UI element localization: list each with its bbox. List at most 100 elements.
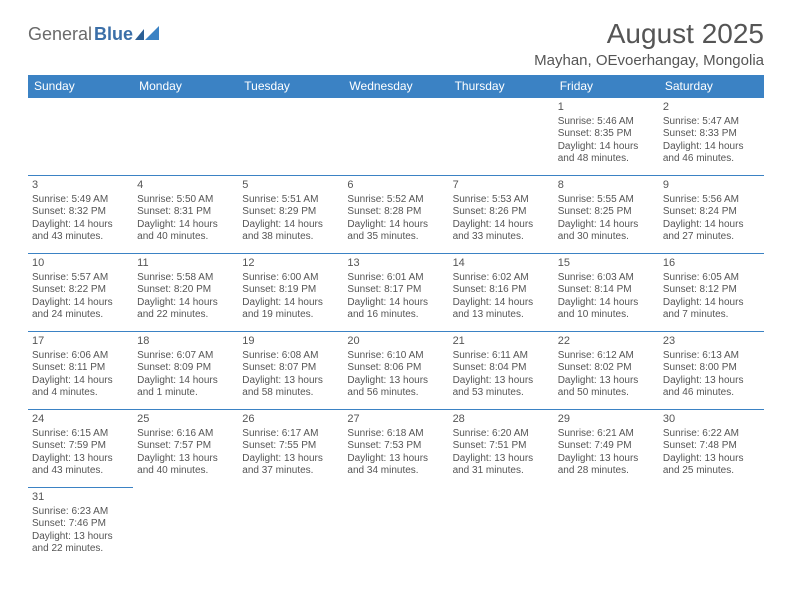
title-block: August 2025 Mayhan, OEvoerhangay, Mongol…	[534, 18, 764, 69]
daylight-text: Daylight: 14 hours and 40 minutes.	[137, 219, 234, 244]
sunrise-text: Sunrise: 5:46 AM	[558, 116, 655, 129]
sunset-text: Sunset: 8:20 PM	[137, 284, 234, 297]
sunrise-text: Sunrise: 6:20 AM	[453, 428, 550, 441]
calendar-row: 31Sunrise: 6:23 AMSunset: 7:46 PMDayligh…	[28, 488, 764, 566]
daylight-text: Daylight: 14 hours and 24 minutes.	[32, 297, 129, 322]
sunset-text: Sunset: 7:49 PM	[558, 440, 655, 453]
location-text: Mayhan, OEvoerhangay, Mongolia	[534, 52, 764, 69]
sunset-text: Sunset: 8:22 PM	[32, 284, 129, 297]
sunset-text: Sunset: 7:48 PM	[663, 440, 760, 453]
sunrise-text: Sunrise: 5:49 AM	[32, 194, 129, 207]
sunset-text: Sunset: 8:16 PM	[453, 284, 550, 297]
calendar-cell: 19Sunrise: 6:08 AMSunset: 8:07 PMDayligh…	[238, 332, 343, 410]
sunset-text: Sunset: 8:28 PM	[347, 206, 444, 219]
sunrise-text: Sunrise: 5:47 AM	[663, 116, 760, 129]
daylight-text: Daylight: 14 hours and 46 minutes.	[663, 141, 760, 166]
sunrise-text: Sunrise: 5:57 AM	[32, 272, 129, 285]
day-number: 24	[32, 413, 129, 427]
daylight-text: Daylight: 14 hours and 48 minutes.	[558, 141, 655, 166]
calendar-page: GeneralBlue August 2025 Mayhan, OEvoerha…	[0, 0, 792, 584]
day-number: 26	[242, 413, 339, 427]
calendar-row: 10Sunrise: 5:57 AMSunset: 8:22 PMDayligh…	[28, 254, 764, 332]
sunrise-text: Sunrise: 6:18 AM	[347, 428, 444, 441]
sunrise-text: Sunrise: 5:55 AM	[558, 194, 655, 207]
calendar-cell: 6Sunrise: 5:52 AMSunset: 8:28 PMDaylight…	[343, 176, 448, 254]
sunrise-text: Sunrise: 6:15 AM	[32, 428, 129, 441]
day-number: 3	[32, 179, 129, 193]
sunrise-text: Sunrise: 5:56 AM	[663, 194, 760, 207]
calendar-cell	[133, 488, 238, 566]
calendar-cell: 4Sunrise: 5:50 AMSunset: 8:31 PMDaylight…	[133, 176, 238, 254]
day-number: 31	[32, 491, 129, 505]
calendar-table: Sunday Monday Tuesday Wednesday Thursday…	[28, 75, 764, 566]
calendar-cell: 10Sunrise: 5:57 AMSunset: 8:22 PMDayligh…	[28, 254, 133, 332]
day-number: 29	[558, 413, 655, 427]
calendar-cell: 13Sunrise: 6:01 AMSunset: 8:17 PMDayligh…	[343, 254, 448, 332]
sunrise-text: Sunrise: 6:00 AM	[242, 272, 339, 285]
calendar-row: 24Sunrise: 6:15 AMSunset: 7:59 PM Dayligh…	[28, 410, 764, 488]
sunrise-text: Sunrise: 6:21 AM	[558, 428, 655, 441]
sunset-text: Sunset: 8:32 PM	[32, 206, 129, 219]
sunset-text: Sunset: 7:59 PM	[32, 440, 129, 453]
sunrise-text: Sunrise: 6:16 AM	[137, 428, 234, 441]
calendar-cell: 31Sunrise: 6:23 AMSunset: 7:46 PMDayligh…	[28, 488, 133, 566]
sunrise-text: Sunrise: 6:01 AM	[347, 272, 444, 285]
sunset-text: Sunset: 8:12 PM	[663, 284, 760, 297]
daylight-text: Daylight: 14 hours and 43 minutes.	[32, 219, 129, 244]
sunrise-text: Sunrise: 5:50 AM	[137, 194, 234, 207]
day-number: 16	[663, 257, 760, 271]
daylight-text: Daylight: 13 hours and 25 minutes.	[663, 453, 760, 478]
sunrise-text: Sunrise: 6:10 AM	[347, 350, 444, 363]
day-number: 1	[558, 101, 655, 115]
sunrise-text: Sunrise: 6:23 AM	[32, 506, 129, 519]
calendar-cell: 11Sunrise: 5:58 AMSunset: 8:20 PMDayligh…	[133, 254, 238, 332]
calendar-cell: 3Sunrise: 5:49 AMSunset: 8:32 PMDaylight…	[28, 176, 133, 254]
day-header: Tuesday	[238, 75, 343, 98]
calendar-cell: 5Sunrise: 5:51 AMSunset: 8:29 PMDaylight…	[238, 176, 343, 254]
logo-text-general: General	[28, 24, 92, 45]
calendar-cell: 22Sunrise: 6:12 AMSunset: 8:02 PMDayligh…	[554, 332, 659, 410]
calendar-row: 17Sunrise: 6:06 AMSunset: 8:11 PMDayligh…	[28, 332, 764, 410]
day-number: 22	[558, 335, 655, 349]
day-number: 4	[137, 179, 234, 193]
day-number: 10	[32, 257, 129, 271]
day-number: 2	[663, 101, 760, 115]
daylight-text: Daylight: 13 hours and 53 minutes.	[453, 375, 550, 400]
daylight-text: Daylight: 13 hours and 50 minutes.	[558, 375, 655, 400]
day-header: Friday	[554, 75, 659, 98]
calendar-cell: 14Sunrise: 6:02 AMSunset: 8:16 PMDayligh…	[449, 254, 554, 332]
sunrise-text: Sunrise: 5:52 AM	[347, 194, 444, 207]
calendar-cell: 21Sunrise: 6:11 AMSunset: 8:04 PMDayligh…	[449, 332, 554, 410]
calendar-cell	[343, 98, 448, 176]
daylight-text: Daylight: 14 hours and 10 minutes.	[558, 297, 655, 322]
calendar-body: 1Sunrise: 5:46 AMSunset: 8:35 PMDaylight…	[28, 98, 764, 566]
daylight-text: Daylight: 14 hours and 4 minutes.	[32, 375, 129, 400]
calendar-row: 3Sunrise: 5:49 AMSunset: 8:32 PMDaylight…	[28, 176, 764, 254]
sunrise-text: Sunrise: 6:13 AM	[663, 350, 760, 363]
sunset-text: Sunset: 8:04 PM	[453, 362, 550, 375]
logo: GeneralBlue	[28, 24, 161, 45]
daylight-text: Daylight: 13 hours and 28 minutes.	[558, 453, 655, 478]
daylight-text: Daylight: 13 hours and 37 minutes.	[242, 453, 339, 478]
daylight-text: Daylight: 14 hours and 27 minutes.	[663, 219, 760, 244]
day-number: 21	[453, 335, 550, 349]
day-number: 28	[453, 413, 550, 427]
daylight-text: Daylight: 14 hours and 1 minute.	[137, 375, 234, 400]
daylight-text: Daylight: 13 hours and 56 minutes.	[347, 375, 444, 400]
calendar-cell	[238, 488, 343, 566]
day-number: 5	[242, 179, 339, 193]
day-number: 23	[663, 335, 760, 349]
day-number: 15	[558, 257, 655, 271]
calendar-cell: 8Sunrise: 5:55 AMSunset: 8:25 PMDaylight…	[554, 176, 659, 254]
sunset-text: Sunset: 7:46 PM	[32, 518, 129, 531]
daylight-text: Daylight: 13 hours and 34 minutes.	[347, 453, 444, 478]
daylight-text: Daylight: 14 hours and 22 minutes.	[137, 297, 234, 322]
daylight-text: Daylight: 14 hours and 16 minutes.	[347, 297, 444, 322]
sunrise-text: Sunrise: 6:06 AM	[32, 350, 129, 363]
sunset-text: Sunset: 8:24 PM	[663, 206, 760, 219]
sunset-text: Sunset: 7:55 PM	[242, 440, 339, 453]
calendar-cell: 15Sunrise: 6:03 AMSunset: 8:14 PMDayligh…	[554, 254, 659, 332]
calendar-cell: 25Sunrise: 6:16 AMSunset: 7:57 PMDayligh…	[133, 410, 238, 488]
day-number: 11	[137, 257, 234, 271]
calendar-cell: 7Sunrise: 5:53 AMSunset: 8:26 PMDaylight…	[449, 176, 554, 254]
